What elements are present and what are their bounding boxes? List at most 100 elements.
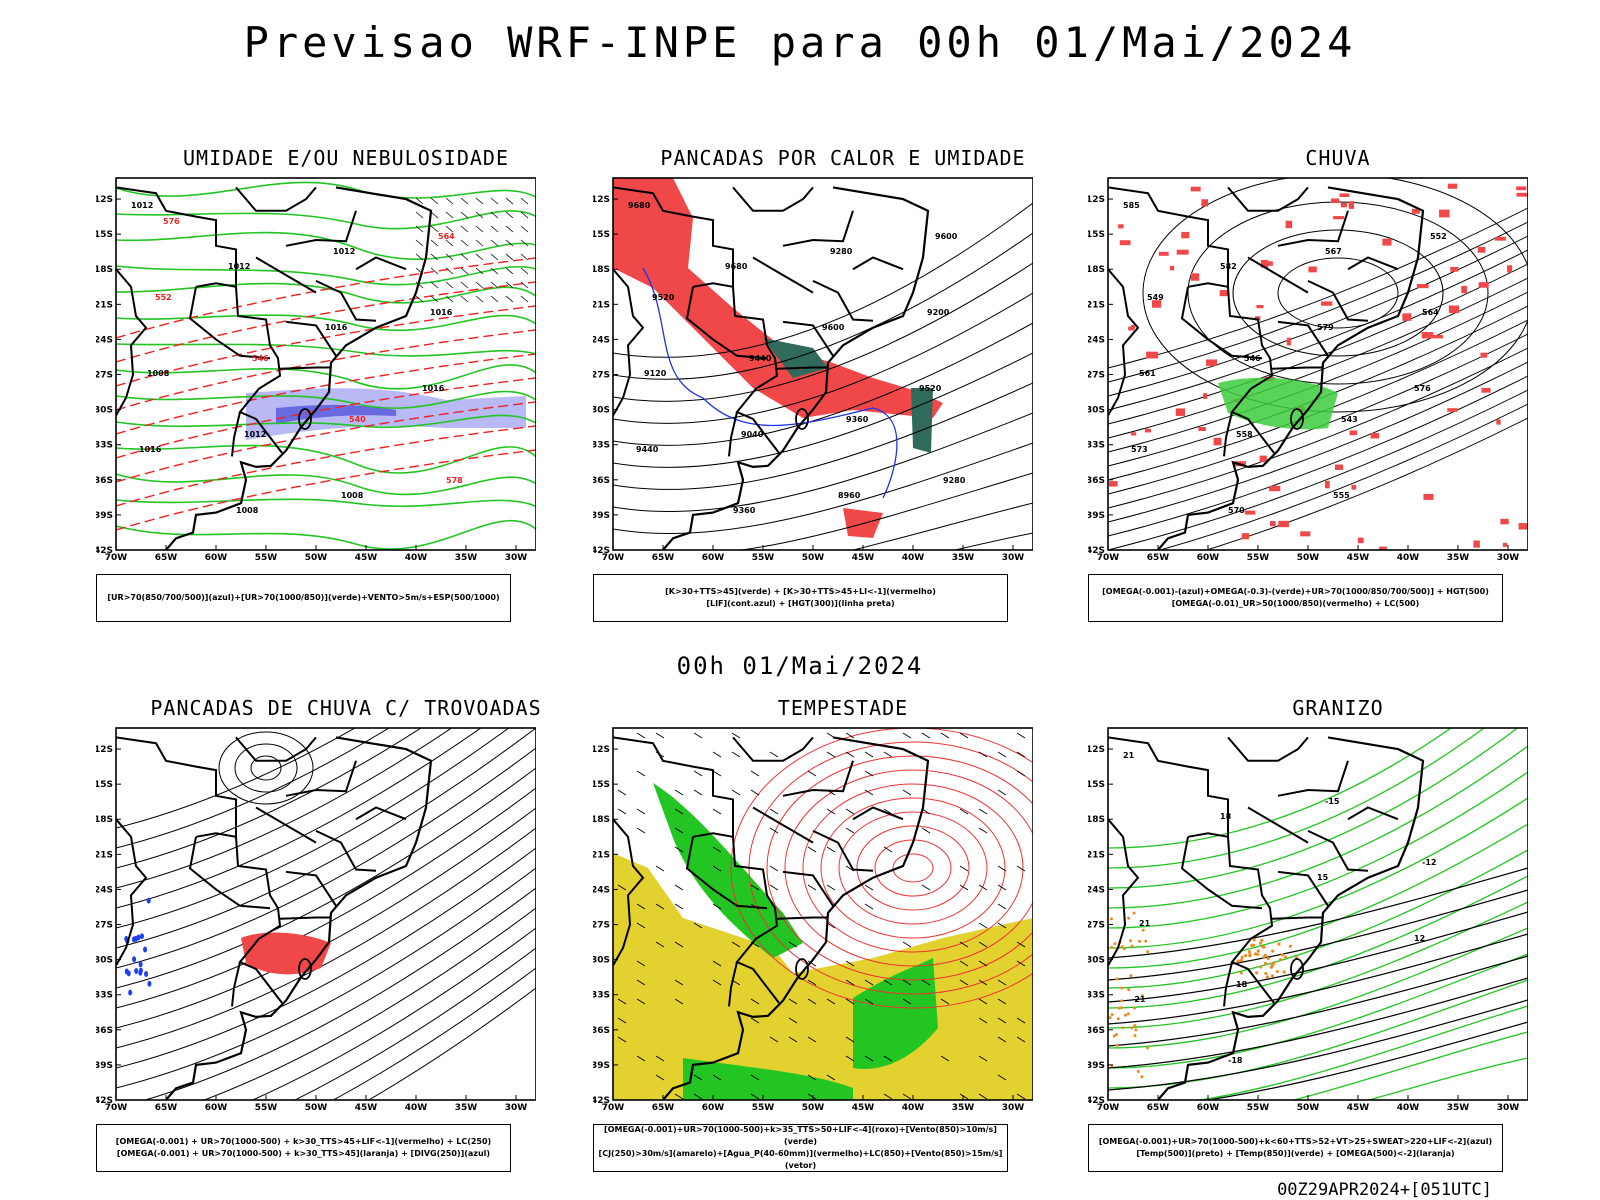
lon-label: 30W bbox=[505, 1103, 528, 1113]
contour-label: 567 bbox=[1325, 247, 1342, 256]
wind-vector bbox=[978, 884, 988, 891]
omega-cell bbox=[1252, 938, 1256, 942]
wind-vector bbox=[826, 998, 836, 1005]
lat-label: 30S bbox=[1088, 956, 1105, 966]
wind-vector bbox=[978, 1055, 988, 1062]
lon-label: 70W bbox=[105, 553, 128, 563]
wind-arrow bbox=[445, 253, 454, 261]
wind-arrow bbox=[460, 211, 469, 219]
wind-vector bbox=[864, 884, 874, 891]
lc-contour bbox=[856, 825, 970, 911]
wind-arrow bbox=[460, 267, 469, 275]
contour-label: 9040 bbox=[741, 430, 764, 439]
wind-vector bbox=[750, 1074, 760, 1081]
wind-vector bbox=[617, 884, 627, 891]
wind-vector bbox=[731, 751, 741, 758]
map-trovoadas: 12S 15S 18S 21S 24S 27S 30S 33S 36S 39S 42S 70W 65W 6… bbox=[94, 724, 537, 1128]
divergence-cell bbox=[139, 933, 144, 940]
wind-vector bbox=[959, 808, 969, 815]
lat-label: 36S bbox=[96, 476, 113, 486]
run-tag: 00Z29APR2024+[051UTC] bbox=[1277, 1180, 1492, 1200]
wind-vector bbox=[978, 751, 988, 758]
height-contour bbox=[1108, 277, 1528, 439]
wind-vector bbox=[617, 1017, 627, 1024]
wind-vector bbox=[826, 808, 836, 815]
green-contour bbox=[116, 265, 536, 286]
contour-label: 9680 bbox=[725, 262, 748, 271]
wind-vector bbox=[883, 1055, 893, 1062]
rain-cell bbox=[1450, 267, 1459, 272]
thickness-contour bbox=[116, 329, 536, 411]
lat-label: 30S bbox=[96, 406, 113, 416]
omega-cell bbox=[1239, 958, 1243, 962]
green-contour bbox=[116, 519, 536, 550]
lon-label: 70W bbox=[602, 553, 625, 563]
contour-label: 582 bbox=[1220, 262, 1237, 271]
country-border bbox=[355, 256, 407, 271]
temp-500-contour bbox=[1108, 977, 1528, 1069]
rain-cell bbox=[1213, 437, 1222, 446]
wind-vector bbox=[693, 1074, 703, 1081]
height-contour bbox=[1108, 375, 1528, 537]
temp-850-contour bbox=[1366, 1057, 1528, 1100]
country-border bbox=[613, 186, 780, 454]
wind-vector bbox=[959, 979, 969, 986]
panel-title: TEMPESTADE bbox=[777, 696, 909, 720]
height-contour bbox=[952, 532, 1033, 550]
legend-line: [OMEGA(-0.001)+UR>70(1000-500)+k>35_TTS>… bbox=[604, 1125, 997, 1146]
lon-label: 60W bbox=[205, 553, 228, 563]
wind-850-area bbox=[683, 1058, 853, 1100]
temp-500-contour bbox=[1108, 867, 1528, 959]
legend-line: [OMEGA(-0.001) + UR>70(1000-500) + k>30_… bbox=[116, 1149, 491, 1158]
wind-vector bbox=[902, 998, 912, 1005]
country-border bbox=[1187, 832, 1229, 838]
omega-cell bbox=[1146, 950, 1150, 954]
omega-cell bbox=[1247, 950, 1252, 954]
temp-850-contour bbox=[1108, 875, 1528, 1009]
panel-legend: [OMEGA(-0.001)+UR>70(1000-500)+k<60+TTS>… bbox=[1088, 1124, 1503, 1172]
map-svg: 9680 9680 9600 9520 9440 9360 9280 9200 9120 9040… bbox=[591, 177, 1034, 563]
wind-vector bbox=[750, 789, 760, 796]
temp-500-contour bbox=[1108, 955, 1528, 1047]
rain-cell bbox=[1128, 326, 1135, 331]
contour-label: 579 bbox=[1317, 323, 1334, 332]
streamline bbox=[116, 867, 536, 1089]
omega-cell bbox=[1110, 945, 1114, 949]
rain-cell bbox=[1176, 249, 1189, 255]
lat-label: 33S bbox=[1088, 441, 1105, 451]
wind-arrow bbox=[460, 225, 469, 233]
page-title: Previsao WRF-INPE para 00h 01/Mai/2024 bbox=[243, 18, 1357, 67]
omega-cell bbox=[1140, 1075, 1144, 1079]
legend-line: [OMEGA(-0.001)+UR>70(1000-500)+k<60+TTS>… bbox=[1098, 1137, 1493, 1146]
wind-vector bbox=[674, 903, 684, 910]
rain-cell bbox=[1198, 427, 1206, 431]
omega-cell bbox=[1127, 988, 1131, 992]
country-border bbox=[728, 961, 738, 1007]
omega-cell bbox=[1120, 986, 1124, 990]
contour-label: 1008 bbox=[236, 506, 259, 515]
lat-label: 36S bbox=[593, 476, 610, 486]
contour-label: 570 bbox=[1228, 506, 1245, 515]
vortex-streamline bbox=[250, 755, 282, 781]
wind-vector bbox=[712, 979, 722, 986]
lon-label: 65W bbox=[652, 1103, 675, 1113]
lat-label: 12S bbox=[1088, 745, 1105, 755]
wind-vector bbox=[674, 941, 684, 948]
omega-cell bbox=[1259, 965, 1263, 969]
lat-label: 33S bbox=[593, 991, 610, 1001]
map-svg: 585 582 579 576 573 570 567 564 561 558 555 552 549 5… bbox=[1086, 177, 1529, 563]
wind-vector bbox=[674, 1093, 684, 1100]
wind-arrow bbox=[505, 295, 514, 303]
country-border bbox=[1227, 186, 1309, 212]
omega-cell bbox=[1240, 955, 1244, 960]
country-border bbox=[776, 366, 827, 370]
wind-vector bbox=[997, 1017, 1007, 1024]
rain-cell bbox=[1340, 202, 1347, 208]
contour-label: 9680 bbox=[628, 201, 651, 210]
wind-vector bbox=[845, 827, 855, 834]
wind-arrow bbox=[415, 295, 424, 303]
lat-label: 15S bbox=[1088, 230, 1105, 240]
wind-arrow bbox=[520, 225, 529, 233]
divergence-cell bbox=[143, 946, 148, 953]
wind-arrow bbox=[445, 211, 454, 219]
